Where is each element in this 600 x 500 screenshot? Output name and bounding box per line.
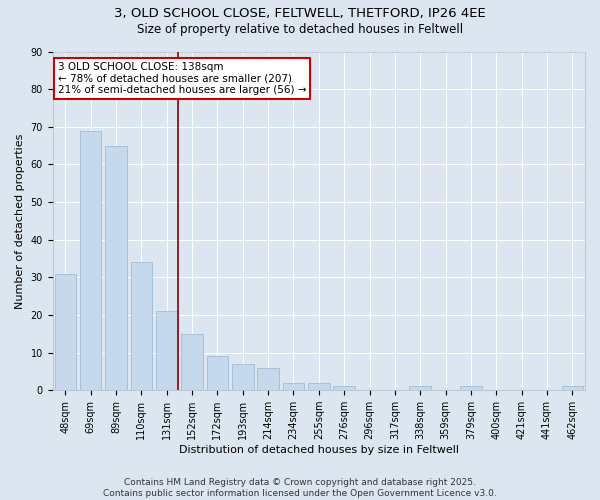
Bar bbox=[131, 262, 152, 390]
Bar bbox=[562, 386, 583, 390]
Bar bbox=[257, 368, 279, 390]
Bar bbox=[55, 274, 76, 390]
Bar bbox=[409, 386, 431, 390]
Bar bbox=[156, 311, 178, 390]
Bar bbox=[334, 386, 355, 390]
Bar bbox=[232, 364, 254, 390]
Bar bbox=[460, 386, 482, 390]
Text: Contains HM Land Registry data © Crown copyright and database right 2025.
Contai: Contains HM Land Registry data © Crown c… bbox=[103, 478, 497, 498]
Bar bbox=[105, 146, 127, 390]
Bar bbox=[283, 382, 304, 390]
X-axis label: Distribution of detached houses by size in Feltwell: Distribution of detached houses by size … bbox=[179, 445, 459, 455]
Text: Size of property relative to detached houses in Feltwell: Size of property relative to detached ho… bbox=[137, 22, 463, 36]
Text: 3, OLD SCHOOL CLOSE, FELTWELL, THETFORD, IP26 4EE: 3, OLD SCHOOL CLOSE, FELTWELL, THETFORD,… bbox=[114, 8, 486, 20]
Bar bbox=[80, 130, 101, 390]
Text: 3 OLD SCHOOL CLOSE: 138sqm
← 78% of detached houses are smaller (207)
21% of sem: 3 OLD SCHOOL CLOSE: 138sqm ← 78% of deta… bbox=[58, 62, 307, 95]
Bar bbox=[181, 334, 203, 390]
Y-axis label: Number of detached properties: Number of detached properties bbox=[15, 133, 25, 308]
Bar bbox=[308, 382, 329, 390]
Bar bbox=[206, 356, 228, 390]
